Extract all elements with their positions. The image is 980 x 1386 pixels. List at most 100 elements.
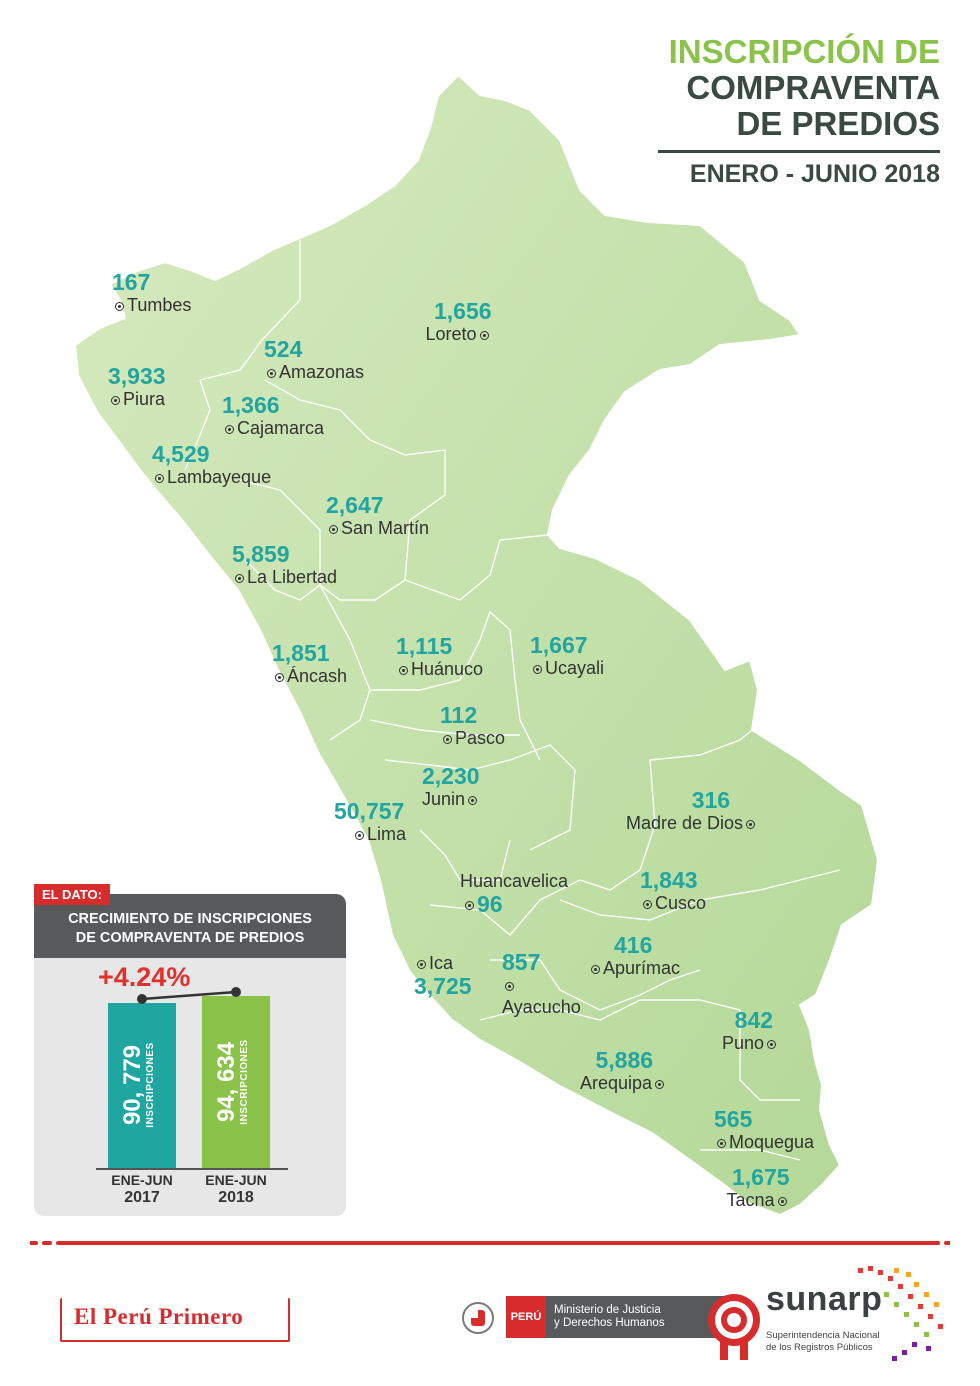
- region-apurimac: 416 Apurímac: [588, 933, 680, 979]
- region-name: Ayacucho: [502, 997, 581, 1017]
- region-name: Tumbes: [127, 295, 192, 315]
- region-lima: 50,757 Lima: [334, 799, 406, 845]
- region-huanuco: 1,115 Huánuco: [396, 634, 483, 680]
- region-name: Huánuco: [411, 659, 484, 679]
- region-ayacucho: 857 Ayacucho: [502, 950, 581, 1018]
- location-dot-icon: [115, 301, 124, 311]
- period-label: ENERO - JUNIO 2018: [689, 160, 940, 188]
- region-value: 3,933: [108, 363, 166, 389]
- growth-percent: +4.24%: [98, 962, 191, 992]
- region-lambayeque: 4,529 Lambayeque: [152, 442, 271, 488]
- region-value: 1,851: [272, 640, 330, 666]
- region-name: Junin: [422, 789, 466, 809]
- region-value: 5,859: [232, 541, 290, 567]
- sunarp-subtitle: Superintendencia Nacional de los Registr…: [766, 1330, 880, 1354]
- region-name: Madre de Dios: [626, 813, 744, 833]
- bar-period: ENE-JUN: [205, 1172, 267, 1188]
- location-dot-icon: [267, 368, 276, 378]
- location-dot-icon: [717, 1138, 726, 1148]
- region-name: Ica: [429, 953, 454, 973]
- region-name: Piura: [123, 389, 166, 409]
- region-value: 112: [440, 702, 478, 728]
- region-amazonas: 524 Amazonas: [264, 337, 364, 383]
- location-dot-icon: [355, 830, 364, 840]
- region-value: 524: [264, 336, 303, 362]
- sunarp-sub-line-2: de los Registros Públicos: [766, 1342, 873, 1353]
- region-pasco: 112 Pasco: [440, 703, 505, 749]
- region-value: 1,366: [222, 392, 280, 418]
- region-name: Moquegua: [729, 1132, 815, 1152]
- location-dot-icon: [767, 1039, 777, 1049]
- region-ucayali: 1,667 Ucayali: [530, 633, 604, 679]
- region-huancavelica: Huancavelica 96: [460, 870, 568, 916]
- bar-2017: 90, 779 INSCRIPCIONES: [108, 1003, 176, 1168]
- title-line-1: INSCRIPCIÓN DE: [668, 33, 940, 70]
- region-name: Cusco: [655, 893, 707, 913]
- region-san-martin: 2,647 San Martín: [326, 493, 429, 539]
- region-name: Amazonas: [279, 362, 365, 382]
- title-line-2: COMPRAVENTA: [686, 69, 940, 106]
- bar-year: 2017: [124, 1189, 160, 1206]
- bar-baseline: [96, 1168, 288, 1170]
- region-name: Apurímac: [603, 958, 681, 978]
- logo-text: El Perú Primero: [74, 1304, 244, 1329]
- region-value: 416: [614, 932, 653, 958]
- sunarp-sub-line-1: Superintendencia Nacional: [766, 1330, 880, 1341]
- region-moquegua: 565 Moquegua: [714, 1107, 814, 1153]
- location-dot-icon: [746, 819, 756, 829]
- region-name: La Libertad: [247, 567, 338, 587]
- region-value: 857: [502, 949, 541, 975]
- region-arequipa: 5,886 Arequipa: [580, 1048, 667, 1094]
- region-name: Lambayeque: [167, 467, 272, 487]
- region-value: 96: [477, 891, 503, 917]
- region-puno: 842 Puno: [722, 1008, 779, 1054]
- title-rule: [658, 150, 940, 153]
- trend-segment: [141, 990, 237, 1001]
- region-piura: 3,933 Piura: [108, 364, 166, 410]
- region-tumbes: 167 Tumbes: [112, 270, 191, 316]
- region-name: Huancavelica: [460, 871, 569, 891]
- bar-label-2017: ENE-JUN 2017: [97, 1172, 187, 1206]
- location-dot-icon: [643, 899, 652, 909]
- region-name: Áncash: [287, 666, 348, 686]
- region-value: 2,230: [422, 763, 480, 789]
- coat-of-arms-icon: [462, 1302, 494, 1334]
- region-name: Pasco: [455, 728, 506, 748]
- region-value: 842: [734, 1007, 774, 1033]
- location-dot-icon: [505, 981, 514, 991]
- peru-label: PERÚ: [506, 1296, 546, 1338]
- el-peru-primero-logo: El Perú Primero: [60, 1298, 290, 1342]
- region-ancash: 1,851 Áncash: [272, 641, 347, 687]
- location-dot-icon: [533, 664, 542, 674]
- location-dot-icon: [465, 901, 474, 911]
- card-title-line-2: DE COMPRAVENTA DE PREDIOS: [75, 930, 305, 946]
- bar-year: 2018: [218, 1189, 254, 1206]
- region-name: Tacna: [726, 1190, 775, 1210]
- location-dot-icon: [591, 964, 600, 974]
- location-dot-icon: [777, 1196, 787, 1206]
- region-la-libertad: 5,859 La Libertad: [232, 542, 337, 588]
- title-line-3: DE PREDIOS: [736, 105, 940, 142]
- bar-label-2018: ENE-JUN 2018: [191, 1172, 281, 1206]
- infographic-title: INSCRIPCIÓN DE COMPRAVENTA DE PREDIOS EN…: [658, 34, 940, 189]
- location-dot-icon: [443, 734, 452, 744]
- location-dot-icon: [399, 665, 408, 675]
- region-value: 5,886: [595, 1047, 654, 1073]
- region-loreto: 1,656 Loreto: [418, 299, 492, 345]
- card-title-line-1: CRECIMIENTO DE INSCRIPCIONES: [68, 911, 312, 927]
- sunarp-rosette-icon: [708, 1294, 760, 1360]
- region-junin: 2,230 Junin: [422, 764, 480, 810]
- region-value: 4,529: [152, 441, 210, 467]
- region-value: 167: [112, 269, 151, 295]
- region-name: Lima: [367, 824, 407, 844]
- region-cajamarca: 1,366 Cajamarca: [222, 393, 324, 439]
- region-value: 1,675: [732, 1164, 790, 1190]
- ministry-line-1: Ministerio de Justicia: [554, 1304, 661, 1316]
- region-value: 50,757: [334, 798, 405, 824]
- region-tacna: 1,675 Tacna: [722, 1165, 790, 1211]
- location-dot-icon: [655, 1079, 665, 1089]
- region-name: Cajamarca: [237, 418, 325, 438]
- location-dot-icon: [225, 424, 234, 434]
